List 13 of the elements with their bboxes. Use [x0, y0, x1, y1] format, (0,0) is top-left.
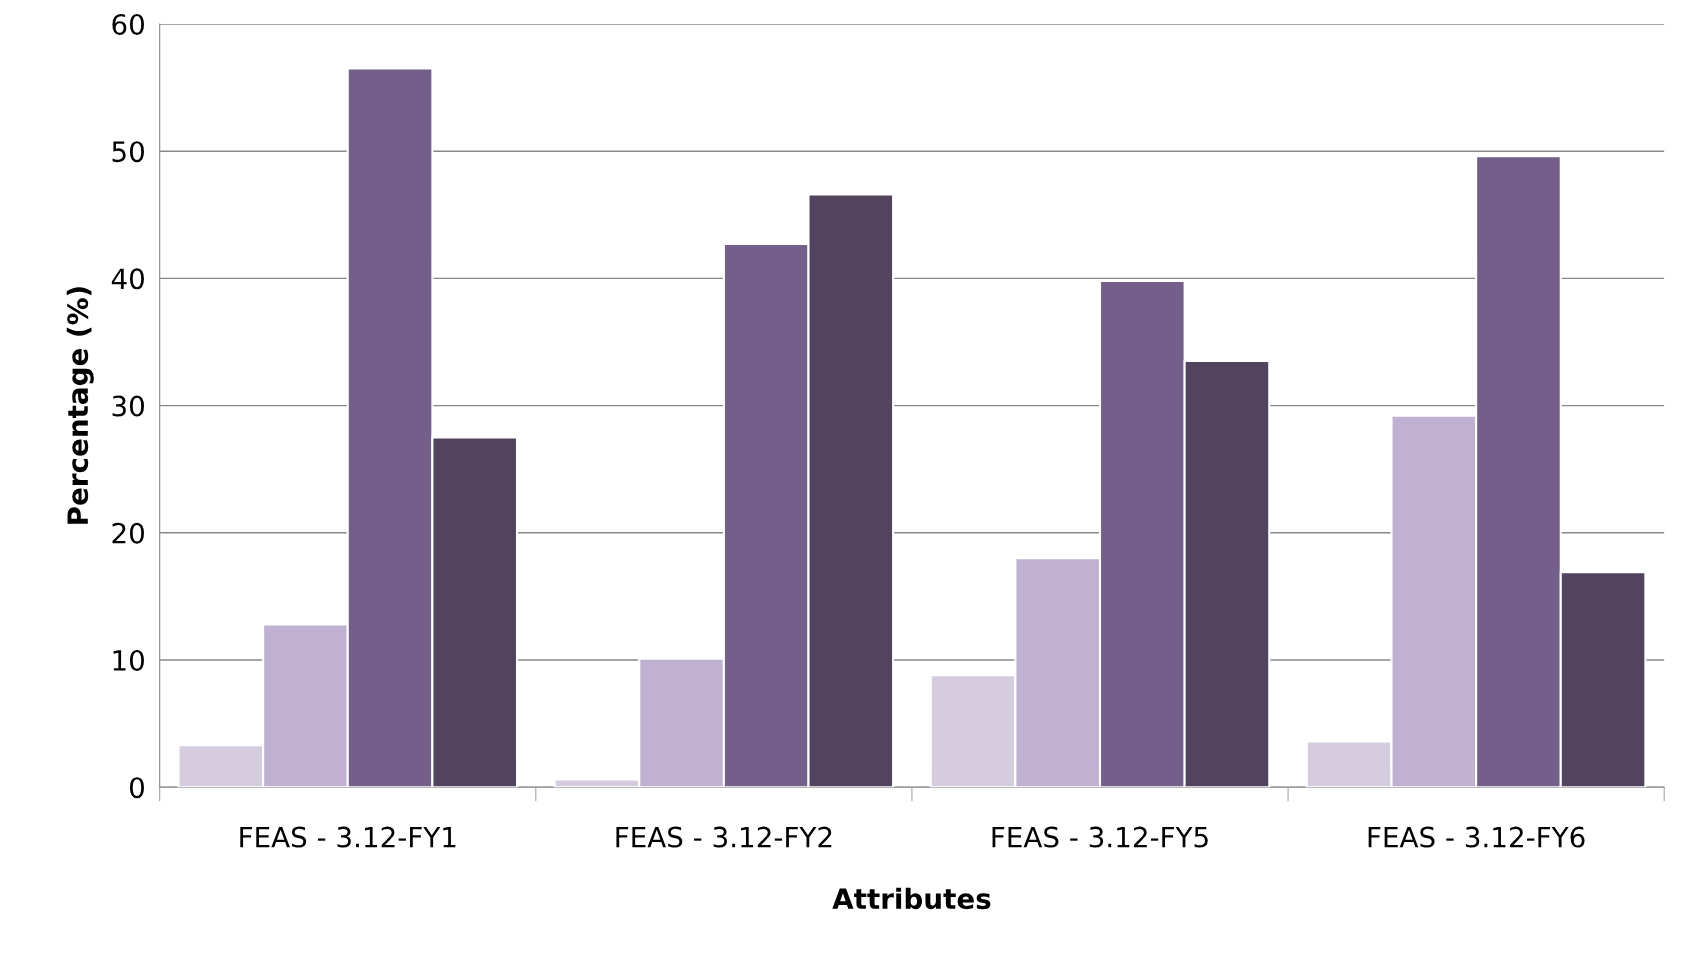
x-tick-label: FEAS - 3.12-FY6 — [1368, 826, 1585, 848]
x-axis-title: Attributes — [832, 887, 991, 910]
y-tick-label: 30 — [112, 395, 144, 417]
y-tick-label: 40 — [111, 268, 144, 290]
y-tick-label: 20 — [112, 522, 144, 544]
y-tick-label: 50 — [112, 141, 144, 163]
x-tick-label: FEAS - 3.12-FY5 — [992, 826, 1208, 848]
x-tick-label: FEAS - 3.12-FY2 — [616, 826, 832, 848]
y-tick-label: 10 — [113, 649, 144, 671]
y-tick-label: 60 — [112, 13, 144, 35]
y-axis-title: Percentage (%) — [66, 287, 94, 524]
x-tick-label: FEAS - 3.12-FY1 — [240, 826, 456, 848]
y-tick-label: 0 — [129, 777, 144, 799]
